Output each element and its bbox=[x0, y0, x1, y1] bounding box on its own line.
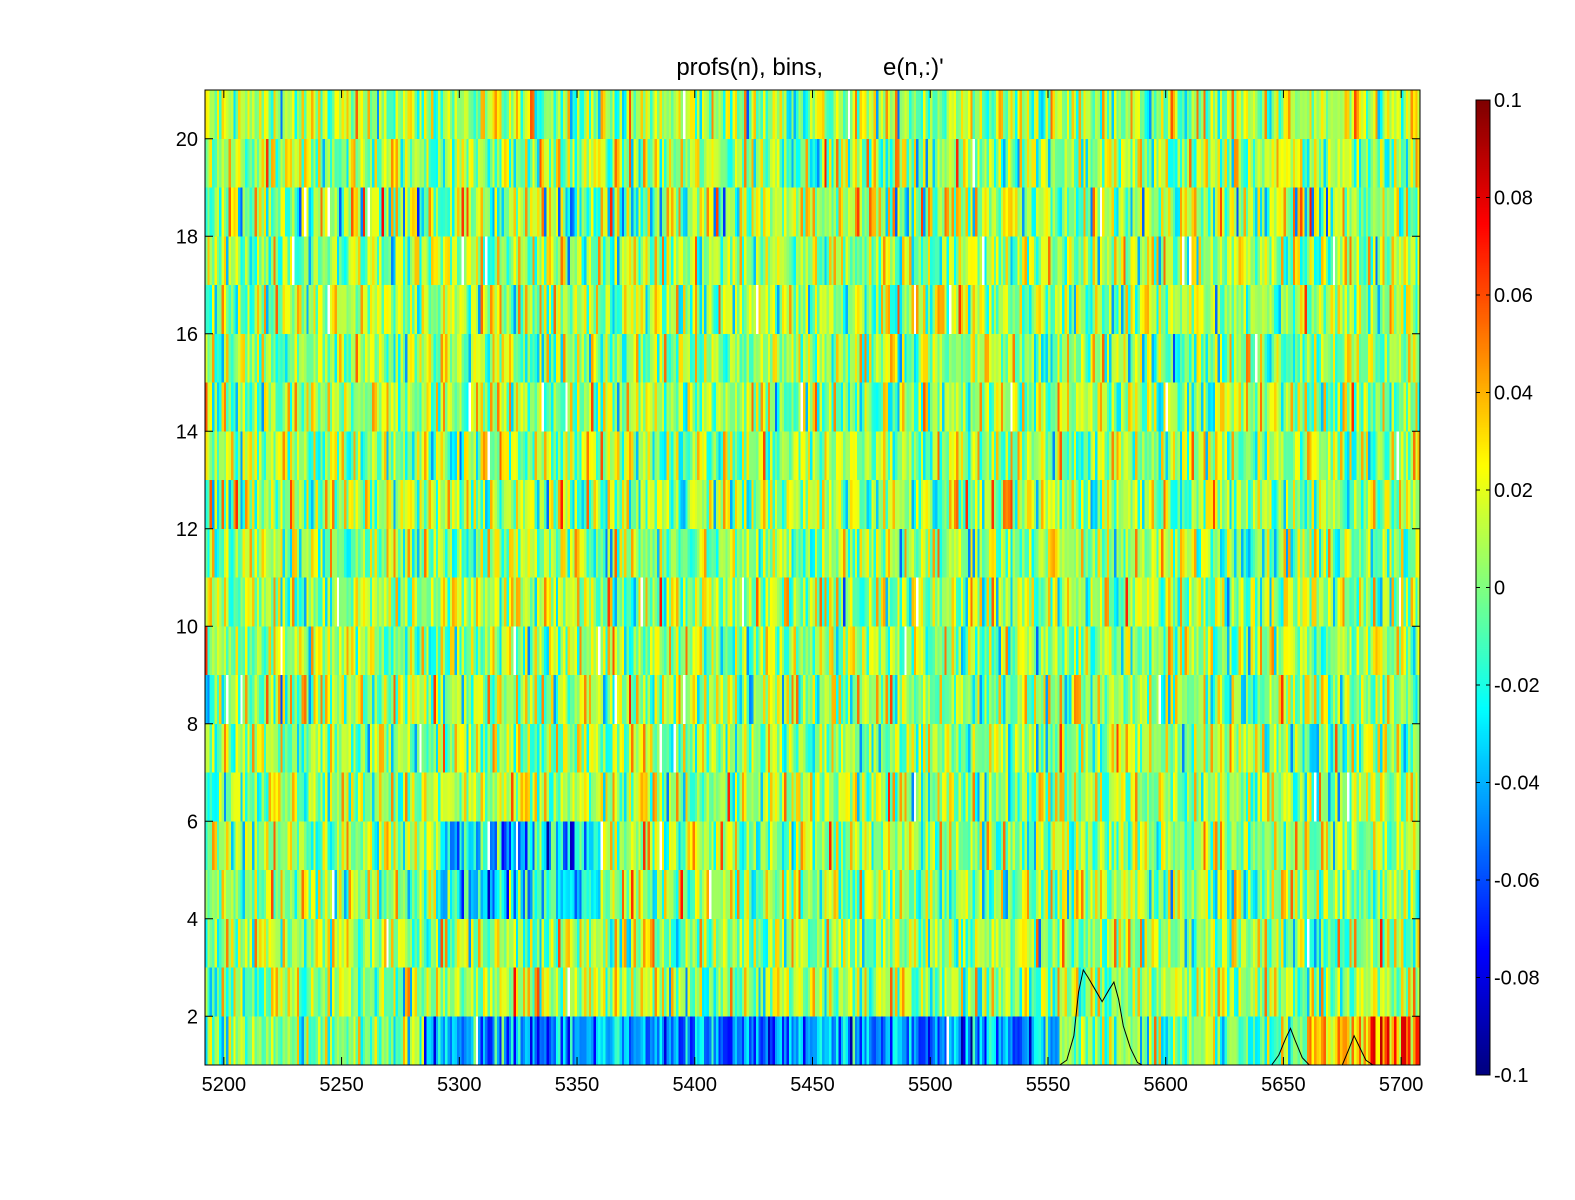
profile-overlay bbox=[1059, 968, 1374, 1066]
colorbar-tick-label: -0.08 bbox=[1494, 968, 1540, 990]
colorbar-tick-label: 0.02 bbox=[1494, 480, 1533, 502]
y-tick-label: 18 bbox=[176, 226, 198, 248]
x-tick-label: 5250 bbox=[319, 1074, 364, 1096]
x-tick-label: 5700 bbox=[1379, 1074, 1424, 1096]
y-tick-label: 16 bbox=[176, 324, 198, 346]
colorbar-gradient bbox=[1476, 100, 1490, 1075]
y-tick-label: 4 bbox=[187, 909, 198, 931]
colorbar-tick-label: -0.02 bbox=[1494, 675, 1540, 697]
x-tick-label: 5400 bbox=[673, 1074, 718, 1096]
x-tick-label: 5300 bbox=[437, 1074, 482, 1096]
colorbar: 0.1 0.08 0.06 0.04 0.02 0 -0.02 -0.04 -0.06 -0.08… bbox=[1475, 90, 1540, 1087]
x-axis: 5200 5250 5300 5350 5400 5450 5500 5550 5600 5650… bbox=[202, 90, 1424, 1096]
x-tick-label: 5200 bbox=[202, 1074, 247, 1096]
y-tick-label: 6 bbox=[187, 811, 198, 833]
y-tick-label: 12 bbox=[176, 519, 198, 541]
x-tick-label: 5650 bbox=[1261, 1074, 1306, 1096]
colorbar-tick-label: 0.08 bbox=[1494, 188, 1533, 210]
x-tick-label: 5600 bbox=[1143, 1074, 1188, 1096]
colorbar-ticks: 0.1 0.08 0.06 0.04 0.02 0 -0.02 -0.04 -0.06 -0.08… bbox=[1476, 90, 1540, 1087]
overlay-profile-line bbox=[1341, 1034, 1374, 1066]
x-tick-label: 5450 bbox=[790, 1074, 835, 1096]
y-axis: 2 4 6 8 10 12 14 16 18 20 bbox=[176, 129, 1420, 1028]
colorbar-tick-label: 0 bbox=[1494, 578, 1505, 600]
y-tick-label: 2 bbox=[187, 1006, 198, 1028]
y-tick-label: 14 bbox=[176, 421, 198, 443]
x-tick-label: 5350 bbox=[555, 1074, 600, 1096]
colorbar-tick-label: 0.04 bbox=[1494, 383, 1533, 405]
colorbar-tick-label: -0.06 bbox=[1494, 870, 1540, 892]
colorbar-tick-label: -0.1 bbox=[1494, 1065, 1528, 1087]
overlay-profile-line bbox=[1059, 968, 1143, 1066]
y-tick-label: 10 bbox=[176, 616, 198, 638]
x-tick-label: 5500 bbox=[908, 1074, 953, 1096]
colorbar-tick-label: 0.1 bbox=[1494, 90, 1522, 112]
heatmap-plot bbox=[205, 90, 1420, 1065]
colorbar-tick-label: 0.06 bbox=[1494, 285, 1533, 307]
y-tick-label: 8 bbox=[187, 714, 198, 736]
chart-title: profs(n), bins, e(n,:)' bbox=[676, 54, 943, 81]
x-tick-label: 5550 bbox=[1026, 1074, 1071, 1096]
overlay-profile-line bbox=[1271, 1027, 1310, 1066]
y-tick-label: 20 bbox=[176, 129, 198, 151]
heatmap-image bbox=[205, 90, 1420, 1065]
colorbar-tick-label: -0.04 bbox=[1494, 773, 1540, 795]
